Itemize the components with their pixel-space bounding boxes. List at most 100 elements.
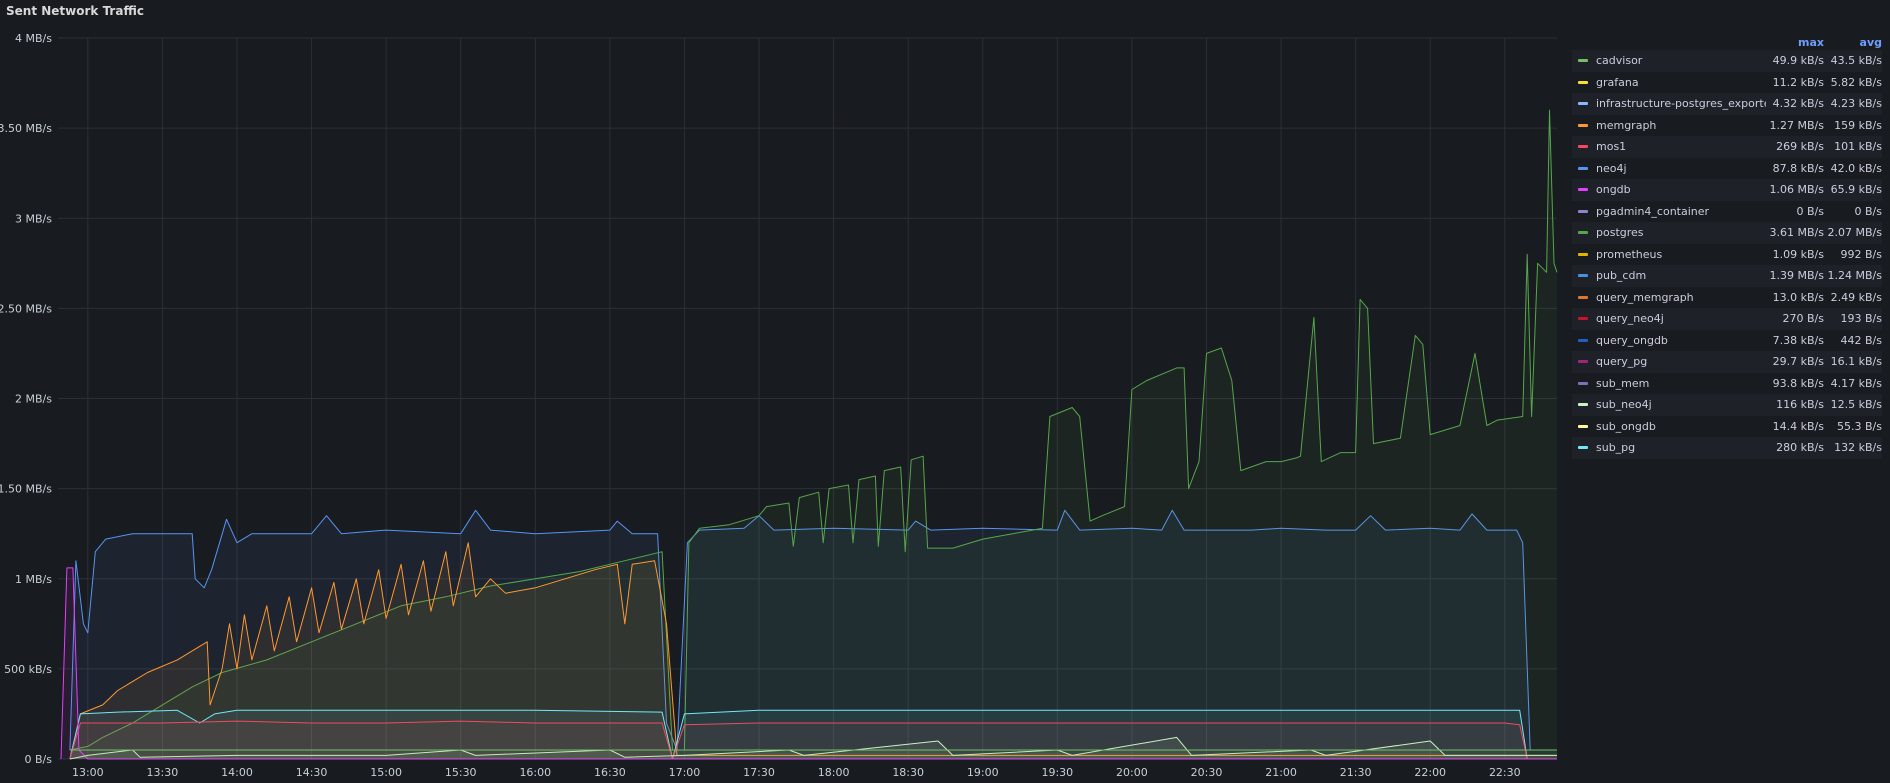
legend-avg-value: 442 B/s <box>1840 333 1882 347</box>
x-tick-label: 21:30 <box>1340 766 1372 779</box>
legend-max-value: 1.06 MB/s <box>1769 183 1824 197</box>
series-line-ongdb[interactable] <box>60 567 1557 760</box>
legend-swatch <box>1578 274 1588 278</box>
legend-item[interactable]: sub_mem 93.8 kB/s 4.17 kB/s <box>1572 373 1882 395</box>
legend-item[interactable]: sub_pg 280 kB/s 132 kB/s <box>1572 437 1882 459</box>
legend-item[interactable]: postgres 3.61 MB/s 2.07 MB/s <box>1572 222 1882 244</box>
legend-item[interactable]: query_ongdb 7.38 kB/s 442 B/s <box>1572 330 1882 352</box>
legend-avg-value: 992 B/s <box>1840 247 1882 261</box>
x-tick-label: 17:00 <box>669 766 701 779</box>
legend-series-name: neo4j <box>1596 161 1627 175</box>
series-area-cadvisor <box>69 750 1557 759</box>
legend-swatch <box>1578 381 1588 385</box>
x-tick-label: 18:00 <box>818 766 850 779</box>
legend-col-max[interactable]: max <box>1798 35 1824 49</box>
legend-avg-value: 5.82 kB/s <box>1830 75 1882 89</box>
chart-axes: 0 B/s 500 kB/s 1 MB/s 1.50 MB/s 2 MB/s 2.50 M… <box>0 32 1521 779</box>
legend-swatch <box>1578 209 1588 213</box>
legend-series-name: prometheus <box>1596 247 1663 261</box>
legend-series-name: ongdb <box>1596 183 1631 197</box>
legend-swatch <box>1578 59 1588 63</box>
legend-max-value: 87.8 kB/s <box>1772 161 1824 175</box>
chart-grid <box>58 37 1557 760</box>
series-line-sub_neo4j[interactable] <box>69 736 1557 760</box>
legend: max avg cadvisor 49.9 kB/s 43.5 kB/s grafan… <box>1572 34 1882 459</box>
legend-series-name: cadvisor <box>1596 54 1643 68</box>
legend-max-value: 29.7 kB/s <box>1772 355 1824 369</box>
y-tick-label: 3 MB/s <box>15 212 52 225</box>
legend-avg-value: 159 kB/s <box>1834 118 1882 132</box>
x-tick-label: 21:00 <box>1265 766 1297 779</box>
legend-series-name: sub_ongdb <box>1596 419 1656 433</box>
legend-series-name: memgraph <box>1596 118 1657 132</box>
legend-item[interactable]: cadvisor 49.9 kB/s 43.5 kB/s <box>1572 50 1882 72</box>
legend-swatch <box>1578 80 1588 84</box>
legend-series-name: pgadmin4_container <box>1596 204 1710 218</box>
series-line-memgraph[interactable] <box>69 542 1557 760</box>
legend-series-name: query_pg <box>1596 355 1648 369</box>
legend-max-value: 1.39 MB/s <box>1769 269 1824 283</box>
legend-col-avg[interactable]: avg <box>1859 35 1882 49</box>
legend-max-value: 280 kB/s <box>1776 441 1824 455</box>
legend-series-name: postgres <box>1596 226 1644 240</box>
legend-item[interactable]: neo4j 87.8 kB/s 42.0 kB/s <box>1572 158 1882 180</box>
x-tick-label: 17:30 <box>743 766 775 779</box>
legend-item[interactable]: mos1 269 kB/s 101 kB/s <box>1572 136 1882 158</box>
x-tick-label: 19:30 <box>1041 766 1073 779</box>
legend-item[interactable]: memgraph 1.27 MB/s 159 kB/s <box>1572 115 1882 137</box>
x-tick-label: 20:00 <box>1116 766 1148 779</box>
legend-swatch <box>1578 317 1588 321</box>
legend-item[interactable]: query_pg 29.7 kB/s 16.1 kB/s <box>1572 351 1882 373</box>
legend-item[interactable]: query_memgraph 13.0 kB/s 2.49 kB/s <box>1572 287 1882 309</box>
legend-avg-value: 16.1 kB/s <box>1830 355 1882 369</box>
x-tick-label: 15:00 <box>370 766 402 779</box>
legend-swatch <box>1578 360 1588 364</box>
legend-series-name: infrastructure-postgres_exporter-1 <box>1596 97 1766 111</box>
legend-avg-value: 101 kB/s <box>1834 140 1882 154</box>
series-area-pub_cdm <box>69 510 1557 759</box>
legend-max-value: 4.32 kB/s <box>1772 97 1824 111</box>
x-tick-label: 20:30 <box>1191 766 1223 779</box>
x-tick-label: 18:30 <box>892 766 924 779</box>
legend-item[interactable]: sub_neo4j 116 kB/s 12.5 kB/s <box>1572 394 1882 416</box>
legend-item[interactable]: infrastructure-postgres_exporter-1 4.32 k… <box>1572 93 1882 115</box>
legend-item[interactable]: pub_cdm 1.39 MB/s 1.24 MB/s <box>1572 265 1882 287</box>
legend-item[interactable]: ongdb 1.06 MB/s 65.9 kB/s <box>1572 179 1882 201</box>
legend-swatch <box>1578 403 1588 407</box>
legend-avg-value: 12.5 kB/s <box>1830 398 1882 412</box>
legend-avg-value: 65.9 kB/s <box>1830 183 1882 197</box>
legend-avg-value: 42.0 kB/s <box>1830 161 1882 175</box>
legend-item[interactable]: prometheus 1.09 kB/s 992 B/s <box>1572 244 1882 266</box>
series-area-sub_neo4j <box>69 737 1557 759</box>
series-area-memgraph <box>69 542 1557 759</box>
legend-series-name: grafana <box>1596 75 1639 89</box>
y-tick-label: 1 MB/s <box>15 573 52 586</box>
chart-series <box>60 109 1558 760</box>
legend-avg-value: 2.07 MB/s <box>1827 226 1882 240</box>
legend-swatch <box>1578 231 1588 235</box>
legend-series-name: mos1 <box>1596 140 1627 154</box>
legend-series-name: query_neo4j <box>1596 312 1664 326</box>
legend-series-name: sub_neo4j <box>1596 398 1652 412</box>
legend-avg-value: 2.49 kB/s <box>1830 290 1882 304</box>
legend-avg-value: 1.24 MB/s <box>1827 269 1882 283</box>
x-tick-label: 15:30 <box>445 766 477 779</box>
series-line-mos1[interactable] <box>69 720 1557 760</box>
chart-area: 0 B/s 500 kB/s 1 MB/s 1.50 MB/s 2 MB/s 2.50 M… <box>0 32 1558 779</box>
legend-item[interactable]: sub_ongdb 14.4 kB/s 55.3 B/s <box>1572 416 1882 438</box>
legend-max-value: 49.9 kB/s <box>1772 54 1824 68</box>
legend-max-value: 1.27 MB/s <box>1769 118 1824 132</box>
x-tick-label: 16:00 <box>519 766 551 779</box>
x-tick-label: 19:00 <box>967 766 999 779</box>
legend-max-value: 3.61 MB/s <box>1769 226 1824 240</box>
legend-avg-value: 43.5 kB/s <box>1830 54 1882 68</box>
legend-item[interactable]: grafana 11.2 kB/s 5.82 kB/s <box>1572 72 1882 94</box>
legend-swatch <box>1578 102 1588 106</box>
y-tick-label: 500 kB/s <box>4 663 52 676</box>
legend-avg-value: 0 B/s <box>1854 204 1882 218</box>
legend-item[interactable]: query_neo4j 270 B/s 193 B/s <box>1572 308 1882 330</box>
legend-max-value: 13.0 kB/s <box>1772 290 1824 304</box>
series-line-postgres[interactable] <box>69 109 1558 751</box>
legend-max-value: 11.2 kB/s <box>1772 75 1824 89</box>
legend-item[interactable]: pgadmin4_container 0 B/s 0 B/s <box>1572 201 1882 223</box>
